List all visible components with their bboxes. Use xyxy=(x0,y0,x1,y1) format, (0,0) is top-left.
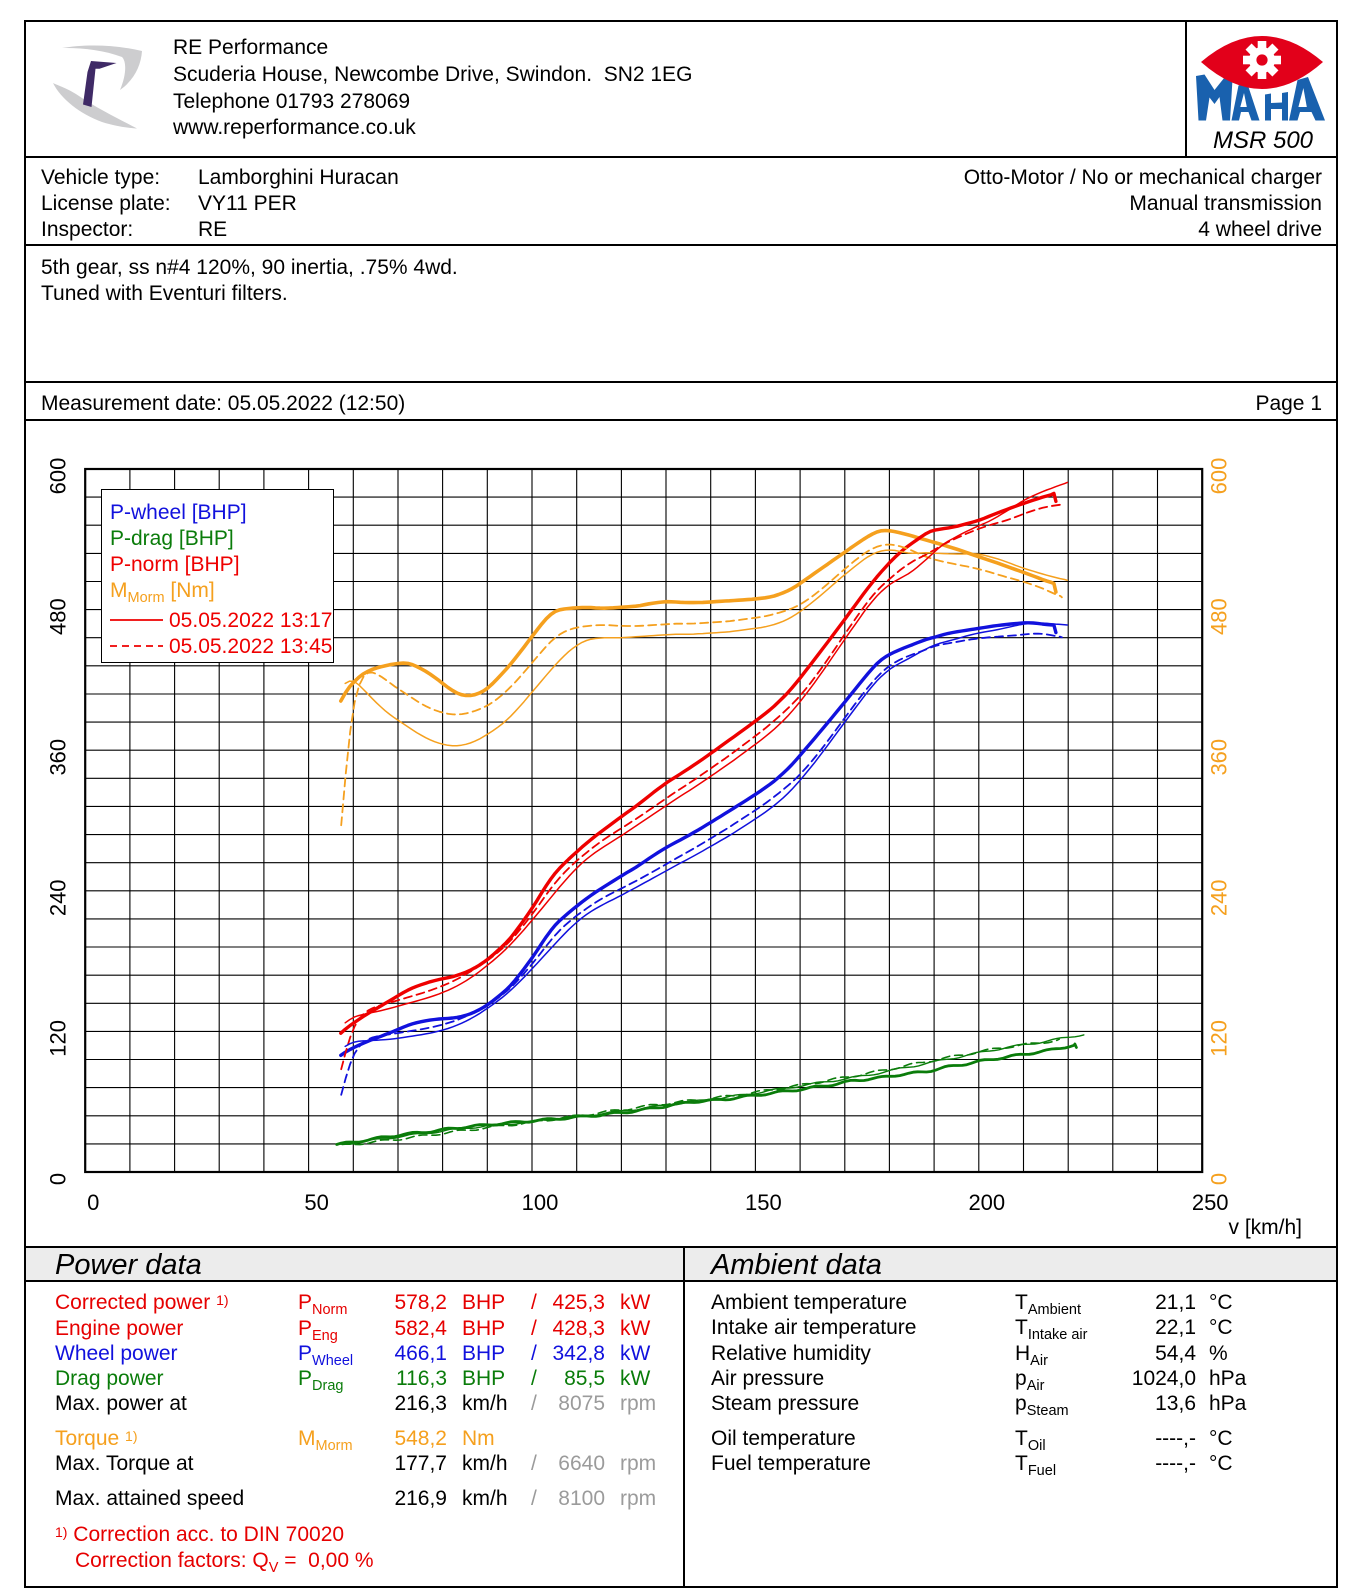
svg-text:0: 0 xyxy=(46,1173,71,1185)
svg-text:240: 240 xyxy=(1207,879,1232,916)
svg-text:MSR 500: MSR 500 xyxy=(1213,127,1314,154)
svg-text:0: 0 xyxy=(1207,1173,1232,1185)
svg-text:480: 480 xyxy=(46,598,71,635)
svg-text:360: 360 xyxy=(1207,739,1232,776)
svg-text:600: 600 xyxy=(46,458,71,495)
svg-text:240: 240 xyxy=(46,879,71,916)
svg-text:480: 480 xyxy=(1207,598,1232,635)
svg-text:120: 120 xyxy=(1207,1020,1232,1057)
svg-text:100: 100 xyxy=(522,1190,559,1215)
svg-text:250: 250 xyxy=(1192,1190,1229,1215)
svg-text:150: 150 xyxy=(745,1190,782,1215)
svg-text:360: 360 xyxy=(46,739,71,776)
svg-text:0: 0 xyxy=(87,1190,99,1215)
svg-text:120: 120 xyxy=(46,1020,71,1057)
svg-text:200: 200 xyxy=(968,1190,1005,1215)
svg-text:600: 600 xyxy=(1207,458,1232,495)
svg-text:v [km/h]: v [km/h] xyxy=(1228,1216,1302,1239)
svg-text:50: 50 xyxy=(304,1190,328,1215)
